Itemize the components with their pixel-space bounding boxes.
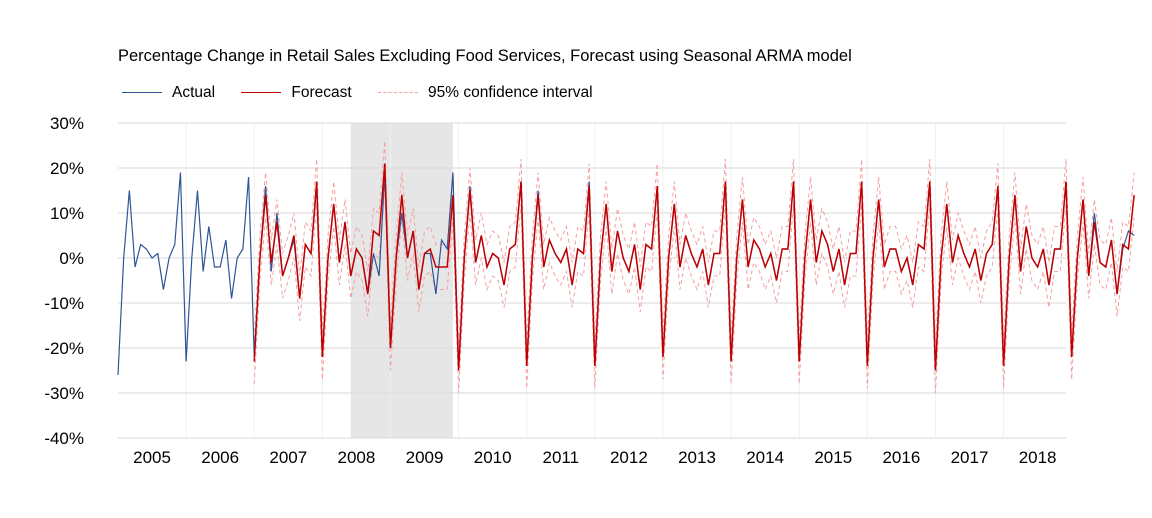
x-tick-label: 2014 <box>746 448 784 467</box>
x-tick-label: 2006 <box>201 448 239 467</box>
legend-swatch-forecast <box>241 92 282 93</box>
legend-swatch-ci <box>378 92 419 93</box>
x-tick-label: 2008 <box>338 448 376 467</box>
x-tick-label: 2012 <box>610 448 648 467</box>
y-tick-label: 10% <box>50 204 84 223</box>
y-tick-label: 0% <box>59 249 84 268</box>
x-tick-label: 2018 <box>1019 448 1057 467</box>
y-tick-label: -40% <box>44 429 84 448</box>
x-tick-label: 2017 <box>951 448 989 467</box>
y-tick-label: -30% <box>44 384 84 403</box>
y-tick-label: 30% <box>50 114 84 133</box>
legend-item-forecast: Forecast <box>241 83 352 102</box>
x-tick-label: 2007 <box>269 448 307 467</box>
legend-swatch-actual <box>122 92 162 93</box>
legend-label-forecast: Forecast <box>291 83 352 101</box>
x-tick-label: 2010 <box>474 448 512 467</box>
y-tick-label: -10% <box>44 294 84 313</box>
x-tick-label: 2013 <box>678 448 716 467</box>
legend-item-actual: Actual <box>122 84 215 102</box>
series-line-forecast <box>253 163 1135 371</box>
chart-title: Percentage Change in Retail Sales Exclud… <box>118 47 852 65</box>
legend: Actual Forecast 95% confidence interval <box>122 80 615 102</box>
legend-label-actual: Actual <box>172 83 216 101</box>
x-tick-label: 2005 <box>133 448 171 467</box>
ci-lower-line <box>253 185 1135 394</box>
y-tick-label: -20% <box>44 339 84 358</box>
x-tick-label: 2015 <box>814 448 852 467</box>
y-tick-label: 20% <box>50 159 84 178</box>
legend-item-ci: 95% confidence interval <box>378 84 593 102</box>
x-tick-label: 2016 <box>882 448 920 467</box>
legend-label-ci: 95% confidence interval <box>428 83 593 101</box>
x-tick-label: 2011 <box>542 448 579 467</box>
ci-upper-line <box>253 140 1135 349</box>
x-tick-label: 2009 <box>406 448 444 467</box>
